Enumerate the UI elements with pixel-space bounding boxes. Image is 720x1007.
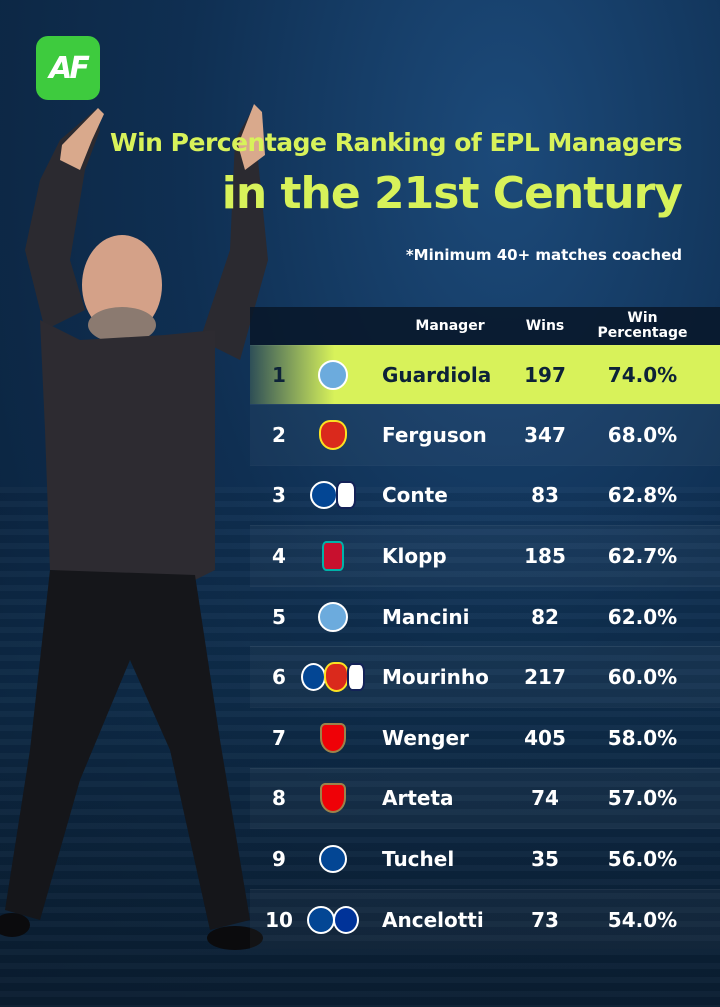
win-percentage-cell: 56.0% <box>607 846 678 871</box>
club-crests <box>302 708 364 768</box>
wins-cell: 405 <box>524 725 566 750</box>
win-percentage-cell: 74.0% <box>607 363 678 387</box>
table-row: 3 Conte 83 62.8% <box>250 464 720 526</box>
title-line-2: in the 21st Century <box>221 168 683 219</box>
table-row: 1 Guardiola 197 74.0% <box>250 345 720 404</box>
wins-cell: 74 <box>531 786 559 811</box>
win-percentage-cell: 58.0% <box>607 725 678 750</box>
table-row: 2 Ferguson 347 68.0% <box>250 404 720 465</box>
tot-crest-icon <box>336 481 356 510</box>
rank-cell: 6 <box>272 665 286 690</box>
win-percentage-cell: 60.0% <box>607 665 678 690</box>
manager-name: Conte <box>382 483 448 508</box>
manager-name: Ferguson <box>382 422 487 447</box>
column-header-pct-line-2: Percentage <box>597 325 688 341</box>
wins-cell: 82 <box>531 604 559 629</box>
table-header: Manager Wins Win Percentage <box>250 307 720 345</box>
club-crests <box>302 587 364 647</box>
table-row: 8 Arteta 74 57.0% <box>250 767 720 829</box>
win-percentage-cell: 57.0% <box>607 786 678 811</box>
club-crests <box>302 526 364 586</box>
rank-cell: 5 <box>272 604 286 629</box>
manager-photo <box>0 104 268 950</box>
wins-cell: 35 <box>531 846 559 871</box>
wins-cell: 217 <box>524 665 566 690</box>
ars-crest-icon <box>320 783 346 814</box>
rank-cell: 10 <box>265 907 293 932</box>
manager-name: Ancelotti <box>382 907 484 932</box>
rank-cell: 3 <box>272 483 286 508</box>
manager-name: Guardiola <box>382 363 492 387</box>
manager-name: Arteta <box>382 786 454 811</box>
win-percentage-cell: 54.0% <box>607 907 678 932</box>
rank-cell: 8 <box>272 786 286 811</box>
eve-crest-icon <box>333 905 359 934</box>
win-percentage-cell: 68.0% <box>607 422 678 447</box>
wins-cell: 347 <box>524 422 566 447</box>
mun-crest-icon <box>319 419 347 450</box>
club-crests <box>302 405 364 465</box>
club-crests <box>302 346 364 404</box>
manager-name: Mancini <box>382 604 470 629</box>
af-logo: AF <box>36 36 100 100</box>
wins-cell: 197 <box>524 363 566 387</box>
wins-cell: 73 <box>531 907 559 932</box>
liv-crest-icon <box>322 540 344 571</box>
table-row: 4 Klopp 185 62.7% <box>250 525 720 586</box>
manager-name: Tuchel <box>382 846 455 871</box>
column-header-manager: Manager <box>415 317 485 334</box>
club-crests <box>302 829 364 889</box>
title-line-1: Win Percentage Ranking of EPL Managers <box>110 128 682 157</box>
rank-cell: 7 <box>272 725 286 750</box>
mci-crest-icon <box>318 360 348 390</box>
column-header-pct-text: Win Percentage <box>597 311 687 341</box>
club-crests <box>301 647 365 707</box>
che-crest-icon <box>310 481 338 510</box>
column-header-win-percentage: Win Percentage <box>595 307 690 345</box>
wins-cell: 83 <box>531 483 559 508</box>
rank-cell: 1 <box>272 363 286 387</box>
rank-cell: 2 <box>272 422 286 447</box>
wins-cell: 185 <box>524 543 566 568</box>
table-body: 1 Guardiola 197 74.0% 2 Ferguson 347 68.0% 3 Cont… <box>250 345 720 949</box>
column-header-wins: Wins <box>525 317 565 334</box>
che-crest-icon <box>301 663 326 692</box>
club-crests <box>302 466 364 526</box>
ars-crest-icon <box>320 722 346 753</box>
column-header-pct-line-1: Win <box>627 310 658 326</box>
rank-cell: 9 <box>272 846 286 871</box>
table-row: 7 Wenger 405 58.0% <box>250 706 720 768</box>
manager-name: Klopp <box>382 543 447 568</box>
che-crest-icon <box>319 844 347 873</box>
che-crest-icon <box>307 905 335 934</box>
table-row: 9 Tuchel 35 56.0% <box>250 828 720 889</box>
club-crests <box>302 890 364 950</box>
win-percentage-cell: 62.7% <box>607 543 678 568</box>
tot-crest-icon <box>347 663 365 692</box>
footnote: *Minimum 40+ matches coached <box>405 246 682 264</box>
mun-crest-icon <box>324 662 349 693</box>
manager-name: Wenger <box>382 725 469 750</box>
mci-crest-icon <box>318 601 348 632</box>
manager-name: Mourinho <box>382 665 489 690</box>
win-percentage-cell: 62.0% <box>607 604 678 629</box>
ranking-table: Manager Wins Win Percentage 1 Guardiola 197… <box>250 307 720 949</box>
club-crests <box>302 769 364 829</box>
rank-cell: 4 <box>272 543 286 568</box>
table-row: 10 Ancelotti 73 54.0% <box>250 888 720 950</box>
table-row: 6 Mourinho 217 60.0% <box>250 646 720 707</box>
win-percentage-cell: 62.8% <box>607 483 678 508</box>
table-row: 5 Mancini 82 62.0% <box>250 585 720 647</box>
